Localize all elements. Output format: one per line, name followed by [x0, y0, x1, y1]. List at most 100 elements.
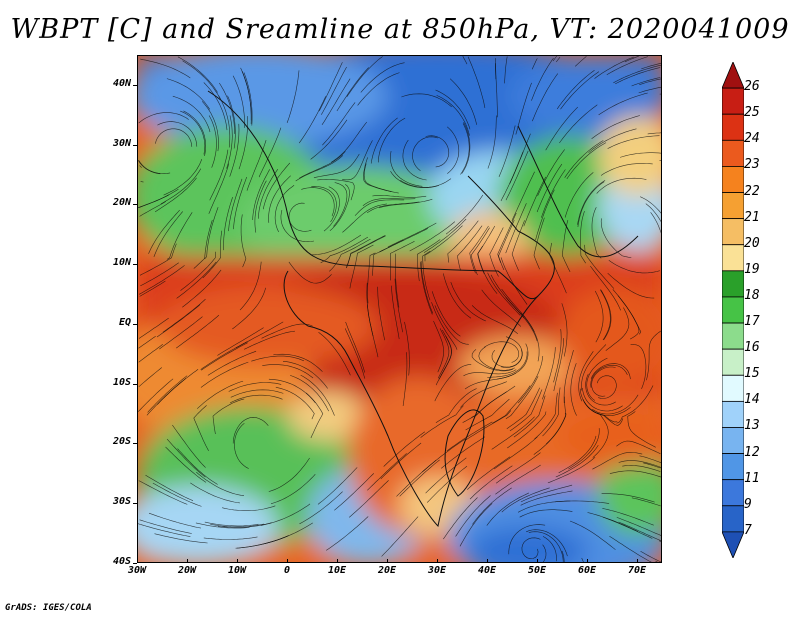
streamline: [659, 540, 661, 542]
streamline: [640, 196, 661, 214]
streamline: [235, 321, 284, 349]
streamline: [655, 560, 658, 562]
streamline: [520, 484, 573, 503]
lon-tick-label: 30E: [427, 565, 447, 576]
streamline: [532, 73, 559, 122]
streamline: [607, 135, 660, 149]
streamline: [300, 374, 335, 416]
streamline: [461, 122, 471, 174]
streamline: [230, 389, 284, 398]
lat-tick-label: EQ: [118, 316, 131, 328]
colorbar-label: 13: [744, 418, 760, 434]
map-title: WBPT [C] and Sreamline at 850hPa, VT: 20…: [10, 14, 790, 45]
streamline: [138, 523, 191, 537]
colorbar-segment: [722, 531, 744, 558]
streamline: [431, 302, 458, 350]
streamline: [594, 56, 634, 79]
streamline: [441, 436, 486, 469]
streamline: [646, 330, 661, 381]
colorbar-label: 22: [744, 183, 760, 199]
streamline: [467, 456, 511, 490]
streamline: [274, 185, 295, 233]
streamline: [491, 349, 523, 368]
streamline: [517, 500, 571, 513]
streamline: [624, 56, 639, 63]
streamline: [282, 361, 328, 389]
streamline: [420, 260, 434, 314]
streamline: [481, 289, 522, 327]
streamline: [457, 225, 483, 271]
streamline: [477, 225, 496, 275]
streamline: [196, 380, 244, 409]
streamline: [450, 281, 487, 322]
streamline: [580, 211, 586, 264]
streamline: [505, 150, 529, 201]
streamline: [139, 243, 177, 276]
streamline: [156, 304, 201, 338]
streamline: [383, 431, 426, 467]
streamline: [165, 446, 207, 483]
streamline: [273, 353, 323, 372]
streamline: [600, 218, 632, 258]
streamline: [549, 242, 567, 294]
streamline: [592, 394, 639, 415]
streamline: [138, 344, 163, 363]
streamline: [345, 321, 366, 373]
streamline: [232, 417, 269, 444]
streamline: [459, 503, 493, 547]
lon-tick-label: 30W: [127, 565, 147, 576]
streamline: [299, 151, 346, 179]
streamline: [484, 341, 520, 363]
streamline: [581, 344, 607, 391]
lon-tick-label: 60E: [577, 565, 597, 576]
streamline: [193, 405, 209, 451]
streamline: [320, 236, 369, 264]
streamline: [470, 227, 490, 276]
lat-tick-mark: [133, 503, 137, 505]
streamline: [268, 457, 310, 492]
streamline: [601, 493, 655, 503]
streamline: [390, 171, 439, 188]
streamline: [435, 89, 471, 130]
streamline: [228, 178, 243, 232]
streamline: [631, 497, 661, 507]
streamline: [519, 509, 573, 518]
streamline: [139, 165, 142, 168]
streamline: [592, 412, 609, 458]
streamline: [536, 163, 563, 213]
streamline: [431, 291, 461, 337]
streamline: [280, 210, 315, 243]
streamline: [497, 212, 517, 263]
streamline: [647, 132, 661, 135]
streamline: [462, 56, 468, 65]
streamline: [445, 194, 484, 235]
streamline: [465, 398, 510, 431]
streamline: [140, 188, 179, 208]
streamline: [349, 480, 389, 518]
streamline: [394, 278, 403, 333]
colorbar-label: 25: [744, 105, 760, 121]
streamline: [258, 169, 279, 219]
streamline: [190, 482, 240, 504]
streamline-field: [138, 56, 661, 562]
colorbar-segment: [722, 400, 744, 428]
streamline: [631, 77, 661, 87]
streamline: [311, 234, 362, 256]
lon-tick-mark: [187, 559, 188, 563]
streamline: [139, 519, 192, 534]
streamline: [208, 115, 217, 168]
streamline: [487, 115, 497, 169]
streamline: [583, 401, 631, 417]
colorbar-label: 26: [744, 79, 760, 95]
streamline: [521, 537, 541, 560]
colorbar-label: 23: [744, 157, 760, 173]
streamline: [200, 361, 249, 388]
streamline: [232, 75, 245, 128]
streamline: [390, 151, 423, 187]
streamline: [204, 207, 219, 260]
streamline: [517, 355, 544, 404]
streamline: [260, 503, 311, 526]
lon-tick-mark: [637, 559, 638, 563]
streamline: [563, 350, 574, 404]
streamline: [342, 140, 373, 181]
